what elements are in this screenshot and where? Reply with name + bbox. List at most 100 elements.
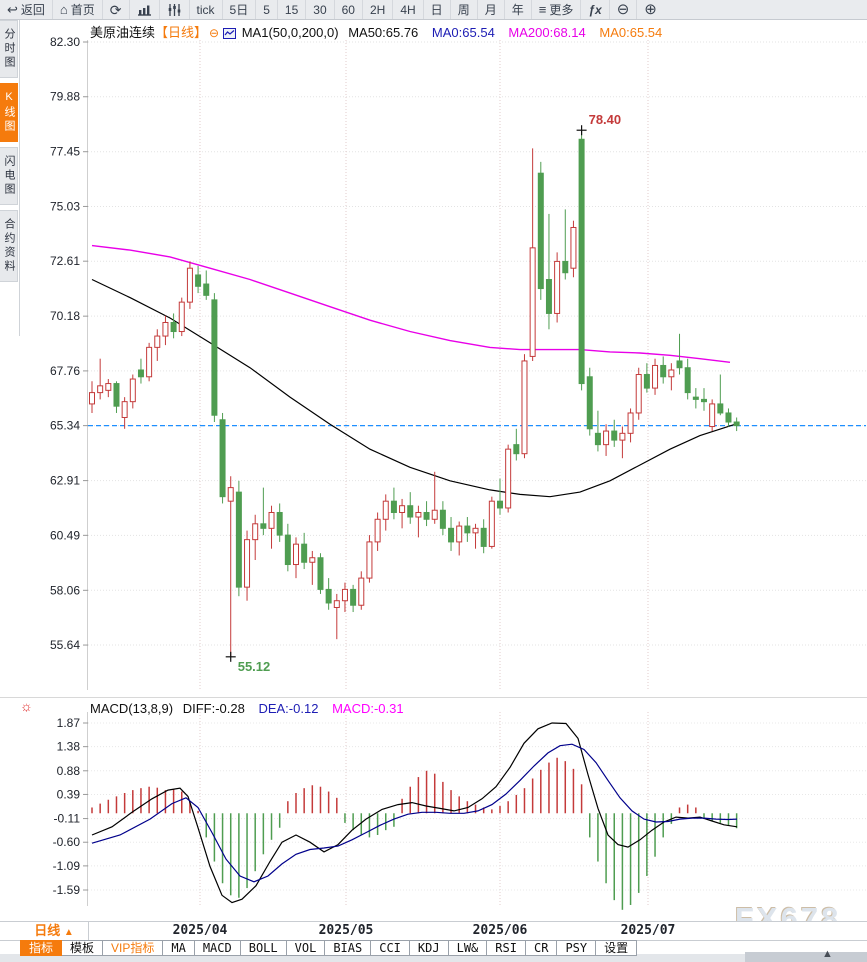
price-panel-header: 美原油连续【日线】 ⊖ MA1(50,0,200,0) MA50:65.76 MA… [90,22,662,42]
svg-text:-1.09: -1.09 [53,859,81,873]
tab-cr[interactable]: CR [525,940,558,956]
interval-2h[interactable]: 2H [363,0,394,19]
interval-5m[interactable]: 5 [256,0,278,19]
svg-text:-0.60: -0.60 [53,835,81,849]
tab-template[interactable]: 模板 [62,940,104,956]
interval-30m[interactable]: 30 [306,0,335,19]
bar-chart-mode-button[interactable] [130,0,160,19]
interval-4h[interactable]: 4H [393,0,424,19]
tab-psy[interactable]: PSY [557,940,597,956]
svg-text:1.87: 1.87 [57,716,81,730]
svg-text:82.30: 82.30 [50,35,80,49]
zoom-out-icon: ⊖ [616,1,630,18]
interval-yearly[interactable]: 年 [505,0,532,19]
candlestick-mode-button[interactable] [160,0,190,19]
back-label: 返回 [20,3,45,17]
tab-settings[interactable]: 设置 [596,940,638,956]
collapse-icon[interactable]: ⊖ [209,26,220,40]
svg-text:78.40: 78.40 [589,112,622,127]
svg-text:67.76: 67.76 [50,364,80,378]
tab-rsi[interactable]: RSI [487,940,526,956]
zoom-out-button[interactable]: ⊖ [610,0,638,19]
sidebar-item-kline-chart[interactable]: K线图 [0,83,18,142]
svg-text:75.03: 75.03 [50,199,80,213]
back-button[interactable]: ↩ 返回 [0,0,53,19]
tab-ma[interactable]: MA [163,940,195,956]
bar-chart-icon [137,4,152,16]
symbol-name: 美原油连续 [90,25,156,40]
chart-type-sidebar: 分时图 K线图 闪电图 合约资料 [0,20,19,287]
svg-text:62.91: 62.91 [50,474,80,488]
svg-text:55.64: 55.64 [50,638,80,652]
tab-vip-indicator[interactable]: VIP指标 [103,940,164,956]
back-arrow-icon: ↩ [7,2,18,17]
top-toolbar: ↩ 返回 ⌂ 首页 ⟳ tick 5日 5 15 30 60 2H 4H 日 周 月… [0,0,867,20]
zoom-in-button[interactable]: ⊕ [637,0,664,19]
tab-boll[interactable]: BOLL [240,940,287,956]
up-triangle-icon: ▲ [63,927,74,938]
bottom-strip [0,954,867,962]
diff-value: DIFF:-0.28 [182,701,245,716]
interval-tick[interactable]: tick [190,0,223,19]
tab-bias[interactable]: BIAS [325,940,372,956]
formula-button[interactable]: ƒx [581,0,610,19]
sidebar-item-lightning-chart[interactable]: 闪电图 [0,147,18,205]
more-label: 更多 [549,3,574,17]
refresh-button[interactable]: ⟳ [103,0,130,19]
svg-text:65.34: 65.34 [50,419,80,433]
ma0-orange-value: MA0:65.54 [599,25,663,40]
svg-text:1.38: 1.38 [57,740,81,754]
macd-title: MACD(13,8,9) [90,701,174,716]
tab-cci[interactable]: CCI [371,940,410,956]
period-label: 日线 [34,923,61,938]
interval-daily[interactable]: 日 [424,0,451,19]
scrollbar-track[interactable] [745,952,867,962]
mini-chart-icon[interactable] [223,27,237,42]
tab-lw[interactable]: LW& [448,940,488,956]
x-axis-row: 日线 ▲ 2025/04 2025/05 2025/06 2025/07 [0,921,867,941]
sidebar-divider [19,19,20,336]
svg-text:77.45: 77.45 [50,145,80,159]
interval-5d[interactable]: 5日 [223,0,257,19]
sidebar-item-contract-info[interactable]: 合约资料 [0,210,18,282]
ma-settings: MA1(50,0,200,0) [241,25,339,40]
tab-vol[interactable]: VOL [286,940,326,956]
macd-value: MACD:-0.31 [332,701,404,716]
sidebar-item-time-chart[interactable]: 分时图 [0,20,18,78]
tab-indicator[interactable]: 指标 [20,940,63,956]
month-label: 2025/06 [472,923,528,938]
month-label: 2025/07 [620,923,676,938]
home-icon: ⌂ [59,2,68,17]
menu-icon: ≡ [538,2,547,17]
period-selector[interactable]: 日线 ▲ [20,922,89,940]
svg-text:0.39: 0.39 [57,787,81,801]
candlestick-icon [167,3,182,16]
interval-weekly[interactable]: 周 [451,0,478,19]
interval-monthly[interactable]: 月 [478,0,505,19]
svg-text:70.18: 70.18 [50,309,80,323]
macd-panel-header: MACD(13,8,9) DIFF:-0.28 DEA:-0.12 MACD:-… [90,701,404,716]
refresh-icon: ⟳ [109,1,122,18]
sun-icon[interactable]: ☼ [20,698,33,714]
indicator-toolbar: 指标 模板 VIP指标 MA MACD BOLL VOL BIAS CCI KD… [20,940,638,956]
scroll-up-arrow-icon[interactable]: ▲ [822,948,833,960]
more-button[interactable]: ≡ 更多 [532,0,582,19]
svg-text:-0.11: -0.11 [54,812,81,826]
month-label: 2025/04 [172,923,228,938]
month-label: 2025/05 [318,923,374,938]
tab-macd[interactable]: MACD [194,940,241,956]
svg-text:72.61: 72.61 [50,254,80,268]
svg-text:60.49: 60.49 [50,528,80,542]
ma50-value: MA50:65.76 [348,25,419,40]
interval-15m[interactable]: 15 [278,0,307,19]
svg-text:-1.59: -1.59 [53,883,81,897]
svg-text:55.12: 55.12 [238,659,271,674]
period-tag: 【日线】 [155,25,208,40]
svg-text:58.06: 58.06 [50,583,80,597]
home-button[interactable]: ⌂ 首页 [53,0,103,19]
interval-60m[interactable]: 60 [335,0,363,19]
ma0-blue-value: MA0:65.54 [431,25,495,40]
tab-kdj[interactable]: KDJ [409,940,449,956]
